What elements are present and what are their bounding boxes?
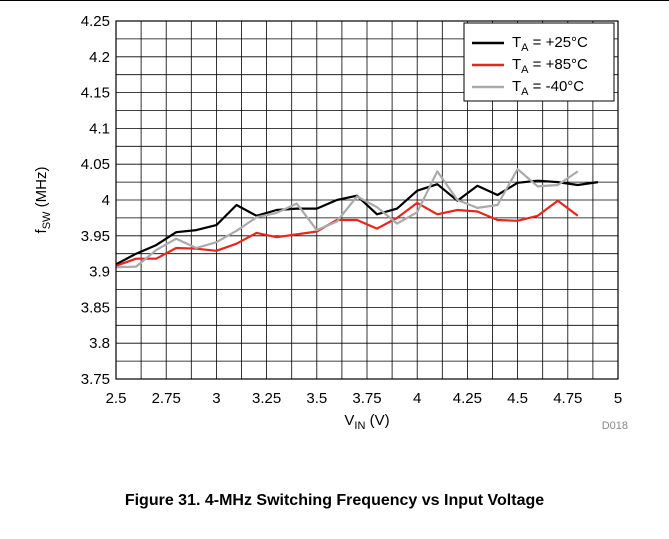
legend-label-25c-rest: = +25°C bbox=[529, 34, 589, 51]
y-tick-label: 4.2 bbox=[89, 49, 110, 66]
y-axis-label-sub: SW bbox=[41, 211, 53, 229]
x-tick-label: 4.5 bbox=[507, 390, 528, 407]
y-tick-label: 3.8 bbox=[89, 335, 110, 352]
x-axis-label-rest: (V) bbox=[365, 412, 389, 429]
legend: TA = +25°C TA = +85°C TA = -40°C bbox=[463, 22, 615, 102]
x-axis-label-sub: IN bbox=[354, 420, 365, 432]
x-tick-label: 2.5 bbox=[106, 390, 127, 407]
x-tick-label: 3.5 bbox=[306, 390, 327, 407]
x-tick-label: 3.75 bbox=[352, 390, 381, 407]
y-tick-labels: 3.75 3.8 3.85 3.9 3.95 4 4.05 4.1 4.15 4.2 4.25 bbox=[81, 13, 110, 388]
y-tick-label: 4 bbox=[102, 192, 110, 209]
series-line-25c bbox=[115, 179, 599, 266]
x-axis-label-main: V bbox=[344, 412, 354, 429]
x-tick-label: 5 bbox=[614, 390, 622, 407]
y-axis-label: fSW (MHz) bbox=[33, 167, 53, 234]
x-tick-label: 3 bbox=[212, 390, 220, 407]
y-tick-label: 4.05 bbox=[81, 156, 110, 173]
legend-label-minus40c-rest: = -40°C bbox=[529, 78, 585, 95]
legend-label-25c: TA = +25°C bbox=[512, 34, 588, 54]
y-tick-label: 4.1 bbox=[89, 120, 110, 137]
y-tick-label: 3.75 bbox=[81, 371, 110, 388]
line-chart: 3.75 3.8 3.85 3.9 3.95 4 4.05 4.1 4.15 4.2 4.25 2.… bbox=[33, 13, 628, 432]
grid-lines bbox=[115, 20, 619, 380]
series-lines bbox=[115, 168, 599, 269]
legend-label-85c: TA = +85°C bbox=[512, 56, 588, 76]
figure-code: D018 bbox=[602, 420, 628, 432]
y-tick-label: 4.15 bbox=[81, 85, 110, 102]
x-tick-label: 4.75 bbox=[553, 390, 582, 407]
y-axis-label-main: f bbox=[33, 228, 50, 233]
figure-caption: Figure 31. 4-MHz Switching Frequency vs … bbox=[124, 492, 545, 509]
y-tick-label: 3.85 bbox=[81, 299, 110, 316]
legend-entry-minus40c: TA = -40°C bbox=[472, 78, 584, 98]
legend-label-85c-rest: = +85°C bbox=[529, 56, 589, 73]
x-axis-label: VIN (V) bbox=[344, 412, 389, 432]
x-tick-label: 4.25 bbox=[453, 390, 482, 407]
legend-label-minus40c: TA = -40°C bbox=[512, 78, 584, 98]
legend-entry-25c: TA = +25°C bbox=[472, 34, 588, 54]
series-line-minus40c bbox=[115, 168, 579, 269]
x-tick-label: 3.25 bbox=[252, 390, 281, 407]
x-tick-label: 4 bbox=[413, 390, 421, 407]
legend-label-85c-main: T bbox=[512, 56, 521, 73]
x-tick-label: 2.75 bbox=[152, 390, 181, 407]
y-tick-label: 3.9 bbox=[89, 264, 110, 281]
legend-entry-85c: TA = +85°C bbox=[472, 56, 588, 76]
series-line-85c bbox=[115, 199, 579, 267]
x-tick-labels: 2.5 2.75 3 3.25 3.5 3.75 4 4.25 4.5 4.75 5 bbox=[106, 390, 623, 407]
legend-label-minus40c-main: T bbox=[512, 78, 521, 95]
y-tick-label: 3.95 bbox=[81, 228, 110, 245]
y-axis-label-rest: (MHz) bbox=[33, 167, 50, 212]
legend-label-25c-sub: A bbox=[521, 42, 529, 54]
plot-frame bbox=[115, 20, 619, 380]
legend-label-85c-sub: A bbox=[521, 64, 529, 76]
y-tick-label: 4.25 bbox=[81, 13, 110, 30]
legend-label-25c-main: T bbox=[512, 34, 521, 51]
legend-label-minus40c-sub: A bbox=[521, 86, 529, 98]
top-rule bbox=[0, 0, 669, 1]
